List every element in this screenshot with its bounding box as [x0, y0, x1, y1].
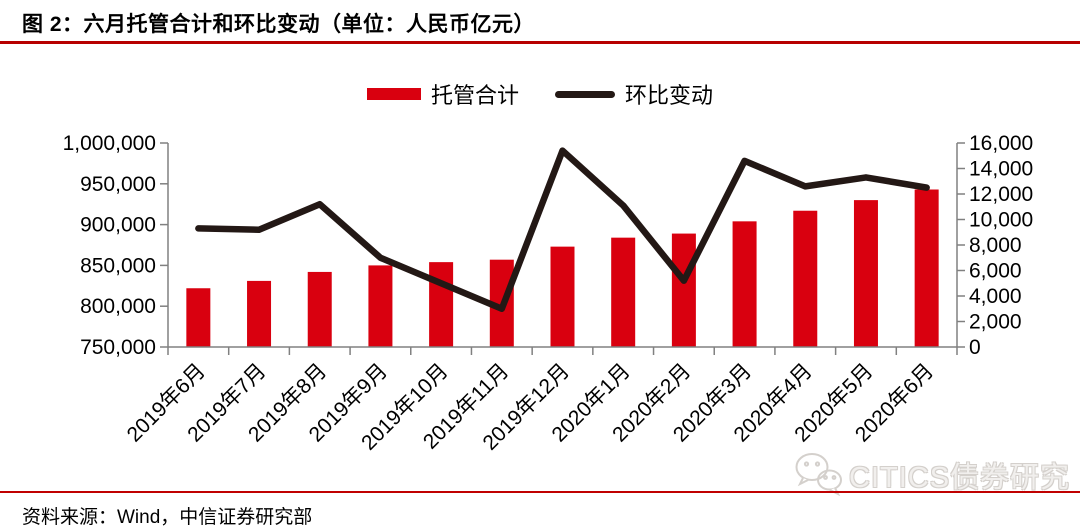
wechat-icon — [795, 453, 842, 496]
right-axis-tick-label: 16,000 — [969, 132, 1033, 155]
right-axis-tick-label: 4,000 — [969, 285, 1022, 308]
right-axis-tick-label: 10,000 — [969, 209, 1033, 232]
left-axis-tick-label: 1,000,000 — [63, 132, 156, 155]
chart-legend: 托管合计 环比变动 — [0, 78, 1080, 110]
title-underline — [0, 41, 1080, 44]
footer-rule — [0, 491, 1080, 493]
left-axis-tick-label: 850,000 — [80, 254, 156, 277]
right-axis-tick-label: 14,000 — [969, 158, 1033, 181]
watermark: CITICS债券研究 — [793, 450, 1070, 496]
bar-2020年4月 — [793, 210, 818, 347]
right-axis-tick-label: 0 — [969, 336, 981, 359]
bar-2019年12月 — [550, 246, 575, 347]
bar-2020年2月 — [671, 233, 696, 347]
left-axis-tick-label: 750,000 — [80, 336, 156, 359]
chart-title: 图 2：六月托管合计和环比变动（单位：人民币亿元） — [22, 13, 536, 36]
right-axis-tick-label: 6,000 — [969, 260, 1022, 283]
bar-2019年8月 — [307, 271, 332, 347]
watermark-text: CITICS债券研究 — [849, 462, 1071, 494]
right-axis-tick-label: 2,000 — [969, 311, 1022, 334]
line-series-swatch — [555, 90, 615, 98]
bar-2019年7月 — [247, 280, 272, 347]
right-axis-tick-label: 8,000 — [969, 234, 1022, 257]
source-note: 资料来源：Wind，中信证券研究部 — [22, 507, 313, 528]
mom-change-line — [195, 147, 930, 312]
bar-2020年1月 — [611, 237, 636, 347]
bar-2020年6月 — [914, 189, 939, 347]
bar-2019年10月 — [429, 262, 454, 347]
left-axis-tick-label: 900,000 — [80, 214, 156, 237]
bar-2020年3月 — [732, 221, 757, 347]
legend-label-bar-series: 托管合计 — [430, 83, 519, 108]
bar-series-swatch — [366, 88, 421, 100]
legend-item-bar-series: 托管合计 — [366, 78, 519, 110]
right-axis-tick-label: 12,000 — [969, 183, 1033, 206]
bar-2019年9月 — [368, 265, 393, 347]
legend-label-line-series: 环比变动 — [625, 83, 714, 108]
legend-item-line-series: 环比变动 — [555, 78, 713, 110]
left-axis-tick-label: 800,000 — [80, 295, 156, 318]
left-axis-tick-label: 950,000 — [80, 173, 156, 196]
bar-2020年5月 — [853, 200, 878, 347]
bar-2019年6月 — [186, 288, 211, 347]
